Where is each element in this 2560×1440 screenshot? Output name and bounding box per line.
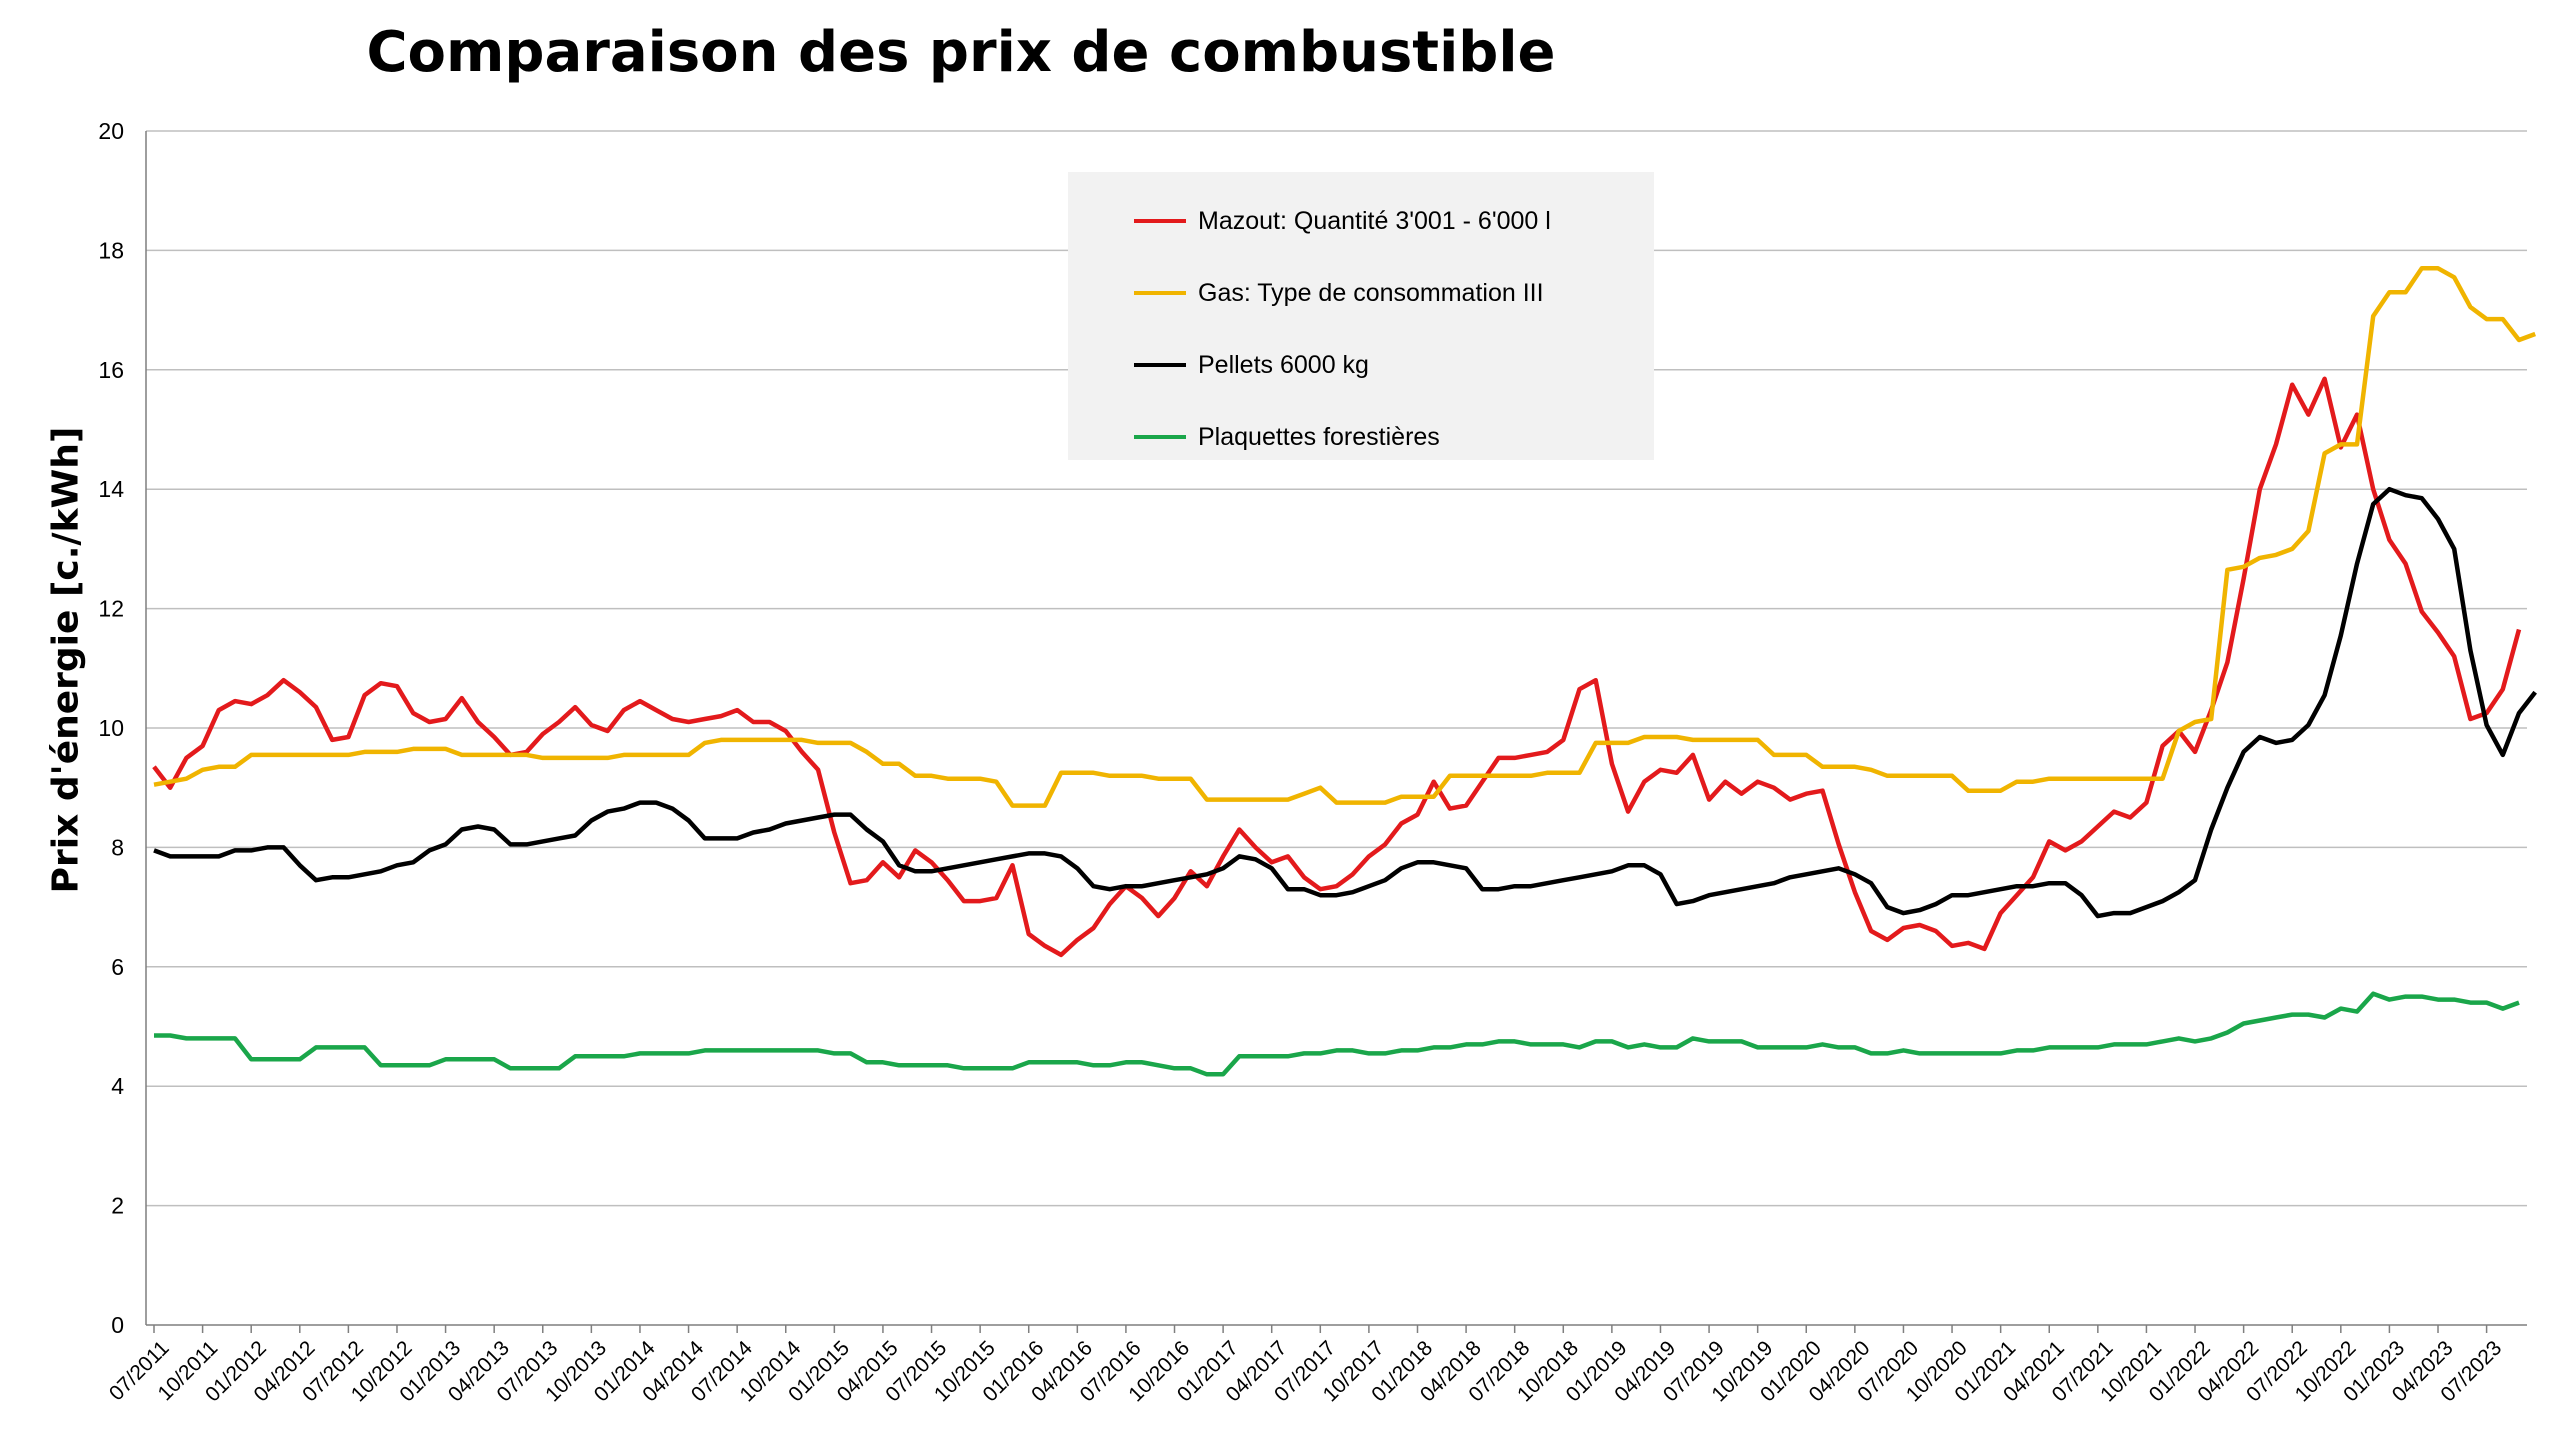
- series-lines: [152, 266, 2537, 1077]
- y-tick-label: 10: [98, 715, 124, 741]
- legend-item-pellets: Pellets 6000 kg: [1134, 350, 1369, 380]
- legend-swatch-pellets: [1134, 363, 1186, 367]
- legend-label-pellets: Pellets 6000 kg: [1198, 350, 1369, 379]
- legend-label-plaquettes: Plaquettes forestières: [1198, 422, 1440, 451]
- series-line-2: [153, 486, 2537, 919]
- legend-swatch-plaquettes: [1134, 435, 1186, 439]
- y-tick-label: 14: [98, 476, 124, 502]
- series-line-3: [154, 991, 2520, 1077]
- series-line-1: [153, 266, 2536, 808]
- y-tick-label: 8: [111, 834, 124, 860]
- x-axis-ticks: 07/201110/201101/201204/201207/201210/20…: [105, 1325, 2506, 1406]
- y-tick-label: 2: [111, 1193, 124, 1219]
- chart-title: Comparaison des prix de combustible: [366, 20, 1556, 85]
- y-tick-label: 18: [98, 237, 124, 263]
- y-tick-label: 12: [98, 596, 124, 622]
- y-tick-label: 20: [98, 118, 124, 144]
- legend: Mazout: Quantité 3'001 - 6'000 l Gas: Ty…: [1068, 172, 1654, 460]
- y-axis-ticks: 0 2 4 6 8 10 12 14 16 18 20: [98, 118, 124, 1338]
- legend-item-plaquettes: Plaquettes forestières: [1134, 422, 1440, 452]
- legend-swatch-mazout: [1134, 219, 1186, 223]
- legend-swatch-gas: [1134, 291, 1186, 295]
- legend-label-mazout: Mazout: Quantité 3'001 - 6'000 l: [1198, 206, 1551, 235]
- series-line-0: [152, 376, 2522, 958]
- gridlines: [146, 130, 2527, 1207]
- y-tick-label: 6: [111, 954, 124, 980]
- legend-item-gas: Gas: Type de consommation III: [1134, 278, 1544, 308]
- y-tick-label: 16: [98, 357, 124, 383]
- y-tick-label: 4: [111, 1073, 124, 1099]
- legend-label-gas: Gas: Type de consommation III: [1198, 278, 1544, 307]
- legend-item-mazout: Mazout: Quantité 3'001 - 6'000 l: [1134, 206, 1551, 236]
- y-tick-label: 0: [111, 1312, 124, 1338]
